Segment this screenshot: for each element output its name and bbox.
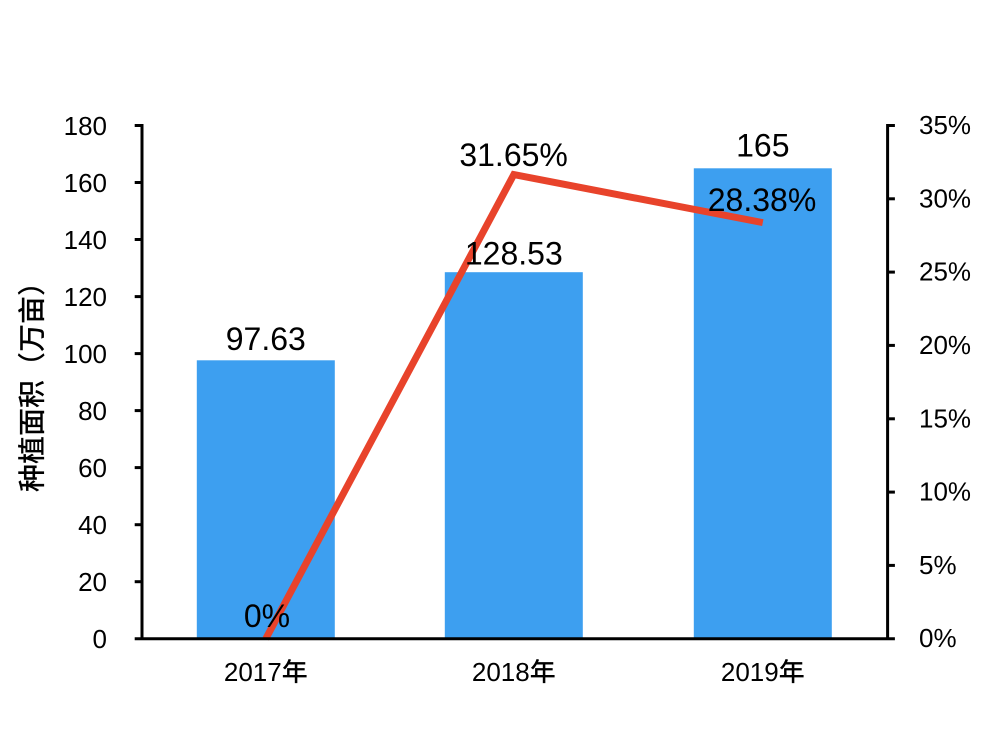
svg-text:35%: 35% (919, 110, 971, 140)
svg-text:40: 40 (78, 510, 107, 540)
svg-text:2019: 2019 (721, 657, 779, 687)
svg-text:100: 100 (64, 339, 107, 369)
svg-text:0%: 0% (919, 623, 957, 653)
svg-text:0: 0 (93, 624, 107, 654)
svg-text:2017: 2017 (224, 657, 282, 687)
svg-text:120: 120 (64, 282, 107, 312)
svg-text:20: 20 (78, 567, 107, 597)
svg-text:5%: 5% (919, 550, 957, 580)
svg-text:10%: 10% (919, 477, 971, 507)
svg-text:25%: 25% (919, 257, 971, 287)
svg-text:2018: 2018 (472, 657, 530, 687)
svg-text:0%: 0% (244, 598, 290, 634)
svg-text:140: 140 (64, 225, 107, 255)
svg-text:31.65%: 31.65% (459, 137, 568, 173)
svg-text:30%: 30% (919, 183, 971, 213)
svg-text:20%: 20% (919, 330, 971, 360)
svg-text:60: 60 (78, 453, 107, 483)
svg-text:28.38%: 28.38% (708, 182, 817, 218)
svg-text:80: 80 (78, 396, 107, 426)
svg-text:165: 165 (736, 128, 789, 164)
svg-text:97.63: 97.63 (226, 321, 306, 357)
svg-text:15%: 15% (919, 403, 971, 433)
svg-text:180: 180 (64, 111, 107, 141)
svg-text:160: 160 (64, 168, 107, 198)
svg-text:128.53: 128.53 (465, 236, 563, 272)
